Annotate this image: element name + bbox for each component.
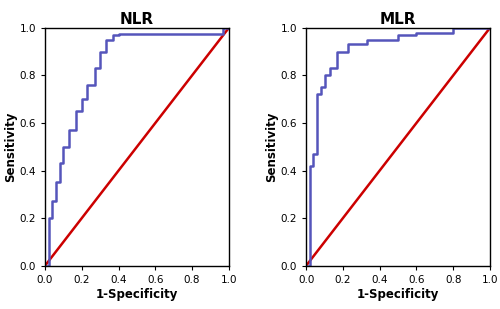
X-axis label: 1-Specificity: 1-Specificity bbox=[357, 288, 439, 301]
X-axis label: 1-Specificity: 1-Specificity bbox=[96, 288, 178, 301]
Y-axis label: Sensitivity: Sensitivity bbox=[4, 112, 16, 182]
Y-axis label: Sensitivity: Sensitivity bbox=[265, 112, 278, 182]
Title: MLR: MLR bbox=[380, 12, 416, 27]
Title: NLR: NLR bbox=[120, 12, 154, 27]
